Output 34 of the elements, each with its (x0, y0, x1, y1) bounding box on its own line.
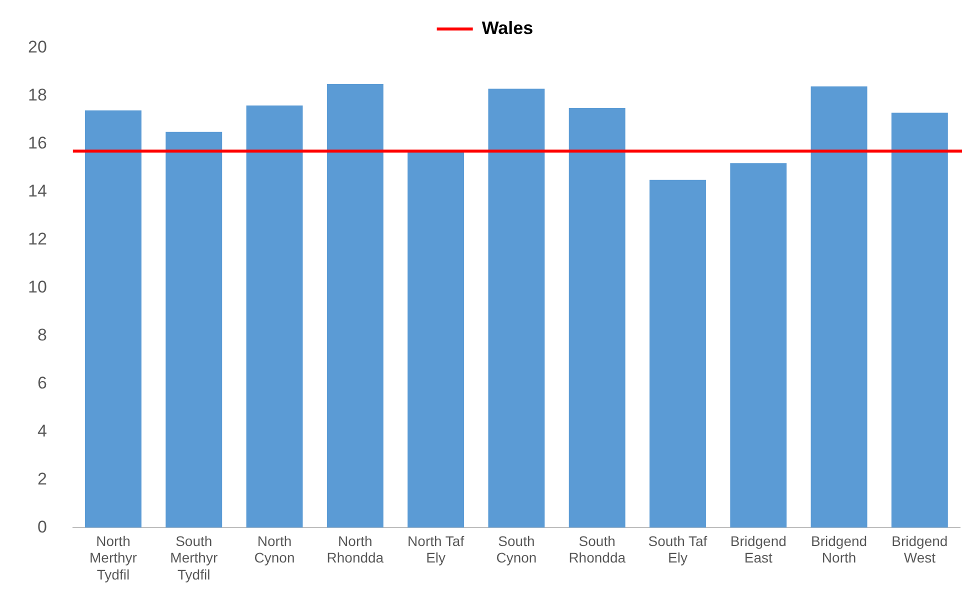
x-tick-label: North Cynon (254, 532, 295, 566)
x-tick-label: North Rhondda (326, 532, 384, 566)
legend-label: Wales (482, 18, 534, 38)
x-tick-label: South Cynon (496, 532, 537, 566)
bar (326, 84, 384, 528)
bar (166, 132, 222, 528)
bar (891, 112, 948, 528)
y-tick-label: 0 (37, 517, 47, 536)
y-tick-label: 8 (37, 325, 47, 344)
y-tick-label: 12 (28, 230, 47, 249)
x-tick-label: South Merthyr Tydfil (170, 532, 218, 582)
bar (408, 151, 464, 528)
y-tick-label: 2 (37, 469, 47, 488)
x-tick-label: North Taf Ely (408, 532, 464, 566)
x-tick-label: South Rhondda (568, 532, 626, 566)
x-tick-label: Bridgend West (892, 532, 948, 566)
bar (650, 180, 706, 528)
x-tick-label: South Taf Ely (648, 532, 708, 566)
y-tick-label: 20 (28, 38, 47, 57)
x-tick-label: Bridgend East (730, 532, 786, 566)
x-tick-label: Bridgend North (811, 532, 868, 566)
y-tick-label: 10 (28, 277, 47, 296)
bar (810, 86, 868, 528)
y-tick-label: 4 (37, 421, 47, 440)
y-tick-label: 6 (37, 373, 47, 392)
bar (85, 110, 142, 528)
x-tick-label: North Merthyr Tydfil (90, 532, 138, 582)
y-tick-label: 14 (28, 182, 47, 201)
y-tick-label: 18 (28, 86, 47, 105)
bar (568, 108, 626, 528)
bar (730, 163, 787, 528)
bar (488, 88, 545, 528)
bar (246, 106, 303, 528)
y-tick-label: 16 (28, 134, 47, 153)
